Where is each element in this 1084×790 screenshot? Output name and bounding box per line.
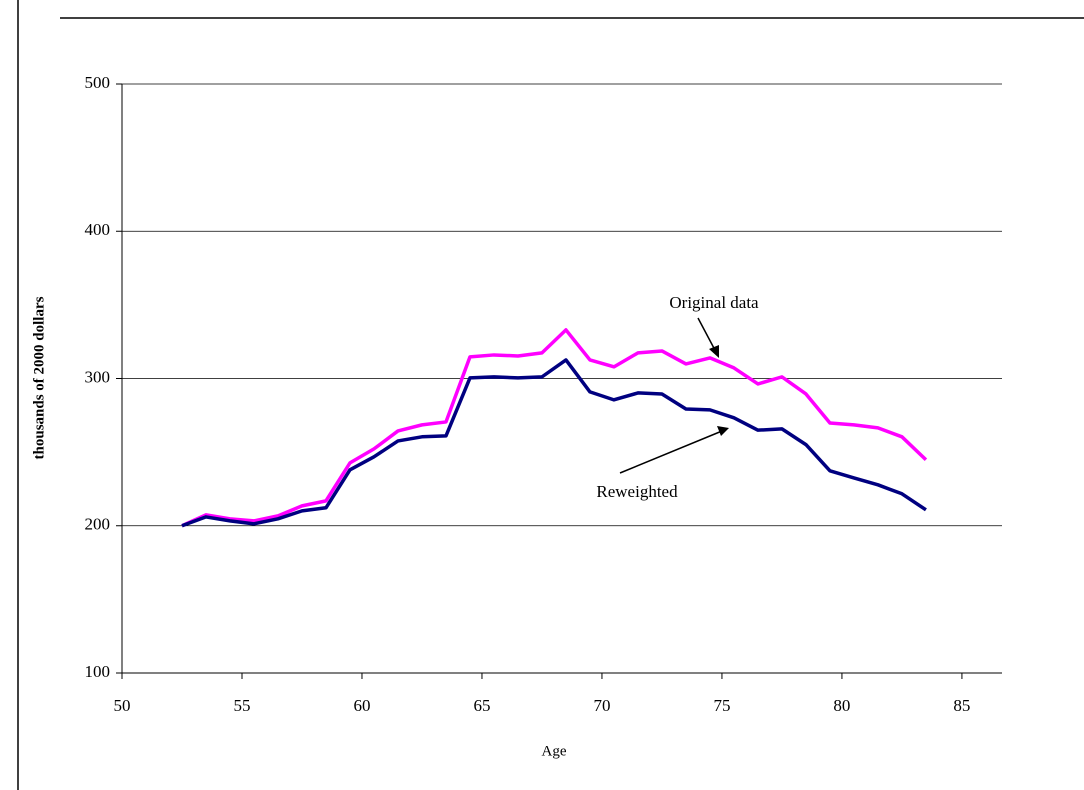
x-tick-label: 50 [114,696,131,715]
line-series [181,328,928,528]
y-tick-label: 100 [85,662,111,681]
y-tick-label: 300 [85,367,111,386]
x-tick-label: 70 [593,696,610,715]
arrow-head [709,345,719,358]
y-tick-label: 400 [85,220,111,239]
annotation-arrow [619,430,723,474]
annotation: Reweighted [596,482,678,501]
x-tick-label: 85 [953,696,970,715]
line-series [181,358,927,528]
x-tick-label: 55 [233,696,250,715]
arrow-head [717,426,729,436]
y-axis-title: thousands of 2000 dollars [31,296,47,459]
x-tick-label: 80 [833,696,850,715]
y-tick-label: 200 [85,515,111,534]
y-tick-label: 500 [85,73,111,92]
x-tick-label: 60 [353,696,370,715]
annotation-arrow [697,317,717,353]
x-axis-title: Age [542,743,567,759]
annotation: Original data [669,293,759,312]
x-tick-label: 75 [713,696,730,715]
x-tick-label: 65 [473,696,490,715]
